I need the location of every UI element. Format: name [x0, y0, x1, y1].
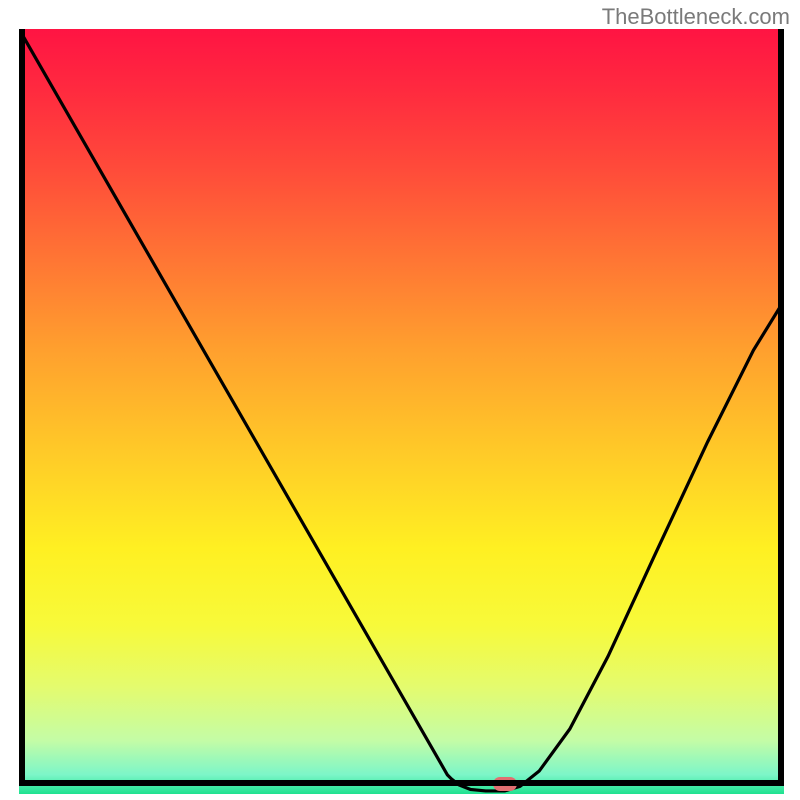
plot-border-bottom [19, 780, 784, 786]
bottleneck-curve [19, 29, 784, 794]
plot-border-right [778, 29, 784, 786]
canvas: TheBottleneck.com [0, 0, 800, 800]
watermark-text: TheBottleneck.com [602, 4, 790, 30]
plot-area [19, 29, 784, 786]
plot-border-left [19, 29, 25, 786]
